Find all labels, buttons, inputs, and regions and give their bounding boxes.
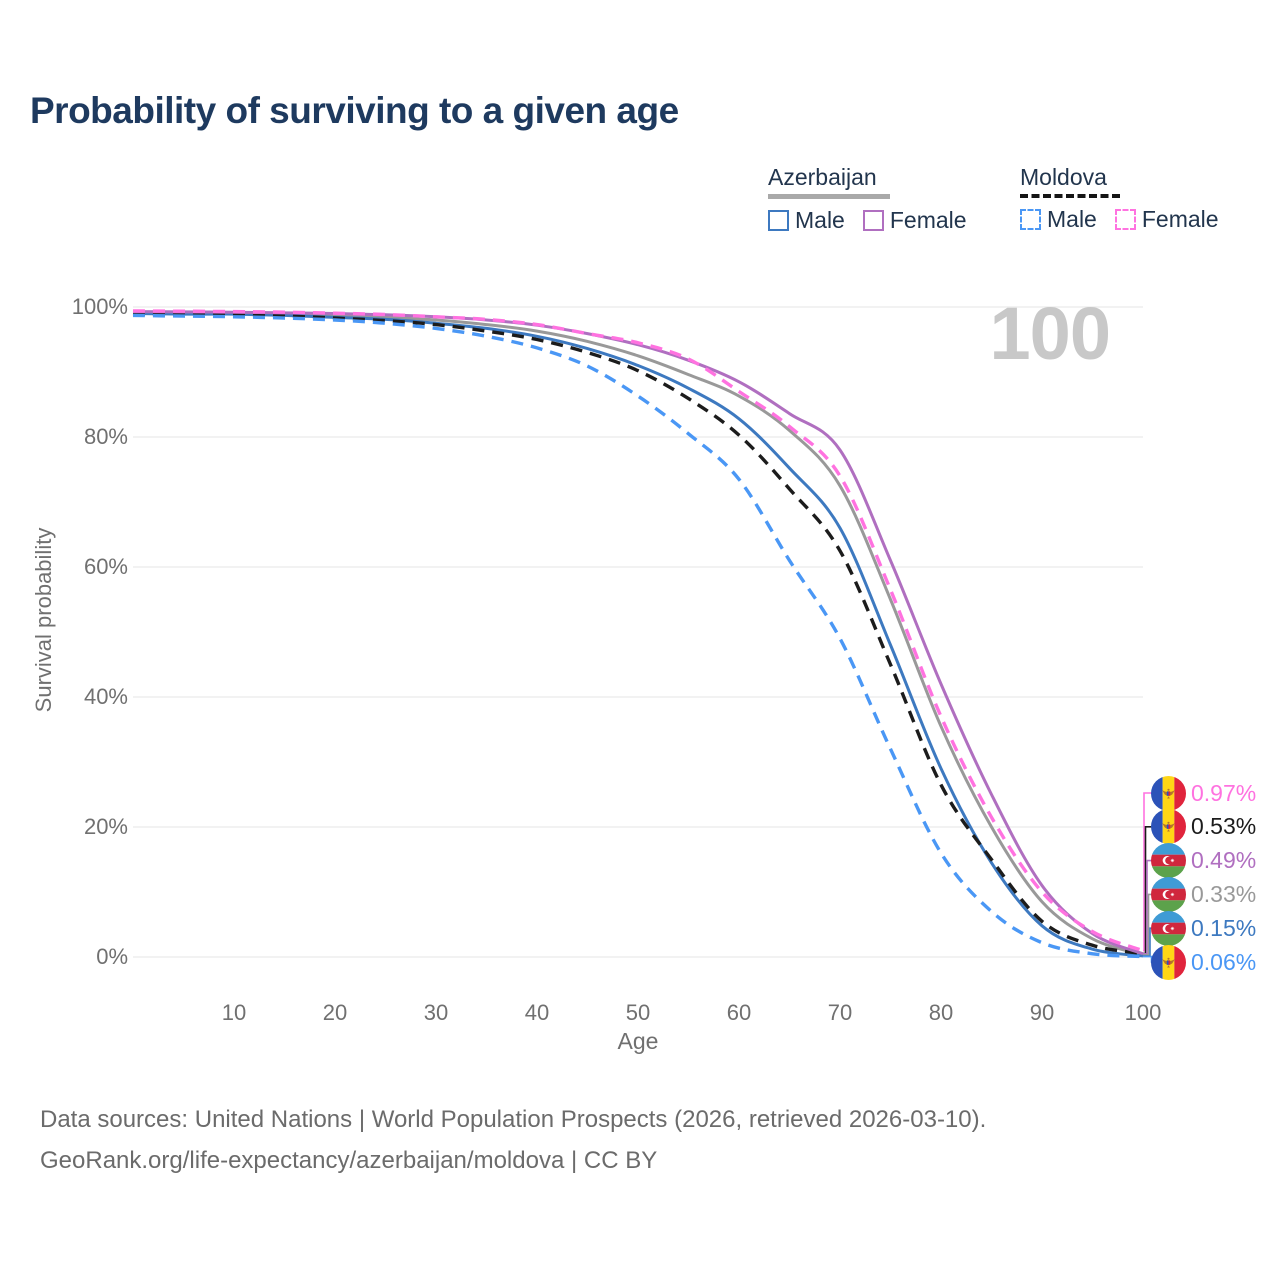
connector-azerbaijan-female [1143, 859, 1152, 955]
y-tick-label: 60% [83, 554, 128, 579]
curve-end-label-row: 0.49% [1151, 843, 1257, 879]
legend-label-female: Female [889, 207, 967, 233]
moldova-male-checkbox[interactable] [1020, 209, 1041, 230]
moldova-flag-icon [1151, 944, 1186, 980]
legend-country-azerbaijan: Azerbaijan [768, 164, 877, 190]
curve-end-label-row: 0.53% [1151, 809, 1257, 845]
connector-azerbaijan-both-sexes [1143, 893, 1152, 956]
x-tick-label: 60 [726, 1000, 752, 1025]
legend-item-moldova-female[interactable]: Female [1114, 206, 1219, 233]
gridlines [133, 306, 1143, 958]
x-tick-label: 70 [827, 1000, 853, 1025]
curve-moldova-male [132, 313, 1144, 959]
legend-item-azerbaijan-female[interactable]: Female [862, 207, 967, 234]
moldova-flag-icon [1151, 809, 1186, 845]
end-value-label: 0.06% [1191, 948, 1257, 975]
curve-end-label-row: 0.15% [1151, 910, 1257, 946]
data-sources-note: Data sources: United Nations | World Pop… [40, 1106, 987, 1133]
end-value-label: 0.33% [1191, 880, 1257, 907]
survival-curves [132, 309, 1144, 959]
curve-moldova-both-sexes [132, 312, 1144, 956]
end-value-label: 0.53% [1191, 813, 1257, 840]
azerbaijan-male-checkbox[interactable] [768, 210, 789, 231]
x-tick-label: 80 [928, 1000, 954, 1025]
moldova-total-line-swatch [1020, 194, 1120, 198]
attribution-note: GeoRank.org/life-expectancy/azerbaijan/m… [40, 1147, 658, 1174]
legend-label-male: Male [795, 207, 845, 233]
legend-group-azerbaijan: Azerbaijan Male Female [768, 164, 967, 234]
end-value-label: 0.97% [1191, 779, 1257, 806]
legend-country-moldova: Moldova [1020, 164, 1107, 190]
x-axis-title: Age [617, 1028, 659, 1054]
y-tick-label: 40% [83, 684, 128, 709]
curve-moldova-female [132, 309, 1144, 953]
legend-label-male: Male [1047, 206, 1097, 232]
y-tick-label: 0% [96, 944, 128, 969]
azerbaijan-flag-icon [1151, 910, 1186, 946]
azerbaijan-total-line-swatch [768, 194, 890, 199]
curve-end-label-row: 0.06% [1151, 944, 1257, 980]
legend-item-moldova-male[interactable]: Male [1020, 206, 1097, 233]
x-tick-label: 90 [1029, 1000, 1055, 1025]
y-tick-label: 20% [83, 814, 128, 839]
curve-azerbaijan-both-sexes [132, 311, 1144, 957]
azerbaijan-female-checkbox[interactable] [862, 210, 884, 231]
end-label-connectors [1143, 792, 1153, 963]
x-tick-label: 40 [524, 1000, 550, 1025]
end-value-label: 0.49% [1191, 847, 1257, 874]
x-tick-label: 30 [423, 1000, 449, 1025]
end-value-label: 0.15% [1191, 914, 1257, 941]
y-tick-label: 80% [83, 424, 128, 449]
x-tick-label: 10 [221, 1000, 247, 1025]
connector-moldova-female [1143, 792, 1152, 952]
legend-label-female: Female [1141, 206, 1219, 232]
y-tick-label: 100% [71, 294, 128, 319]
age-watermark: 100 [989, 292, 1111, 375]
azerbaijan-flag-icon [1151, 843, 1186, 879]
page-title: Probability of surviving to a given age [30, 90, 679, 131]
curve-end-label-row: 0.97% [1151, 775, 1257, 811]
azerbaijan-flag-icon [1151, 876, 1186, 912]
x-tick-label: 100 [1124, 1000, 1162, 1025]
x-tick-label: 50 [625, 1000, 651, 1025]
legend-group-moldova: Moldova Male Female [1020, 164, 1219, 233]
x-tick-label: 20 [322, 1000, 348, 1025]
curve-end-label-row: 0.33% [1151, 876, 1257, 912]
moldova-female-checkbox[interactable] [1114, 209, 1136, 230]
moldova-flag-icon [1151, 775, 1186, 811]
legend-item-azerbaijan-male[interactable]: Male [768, 207, 845, 234]
